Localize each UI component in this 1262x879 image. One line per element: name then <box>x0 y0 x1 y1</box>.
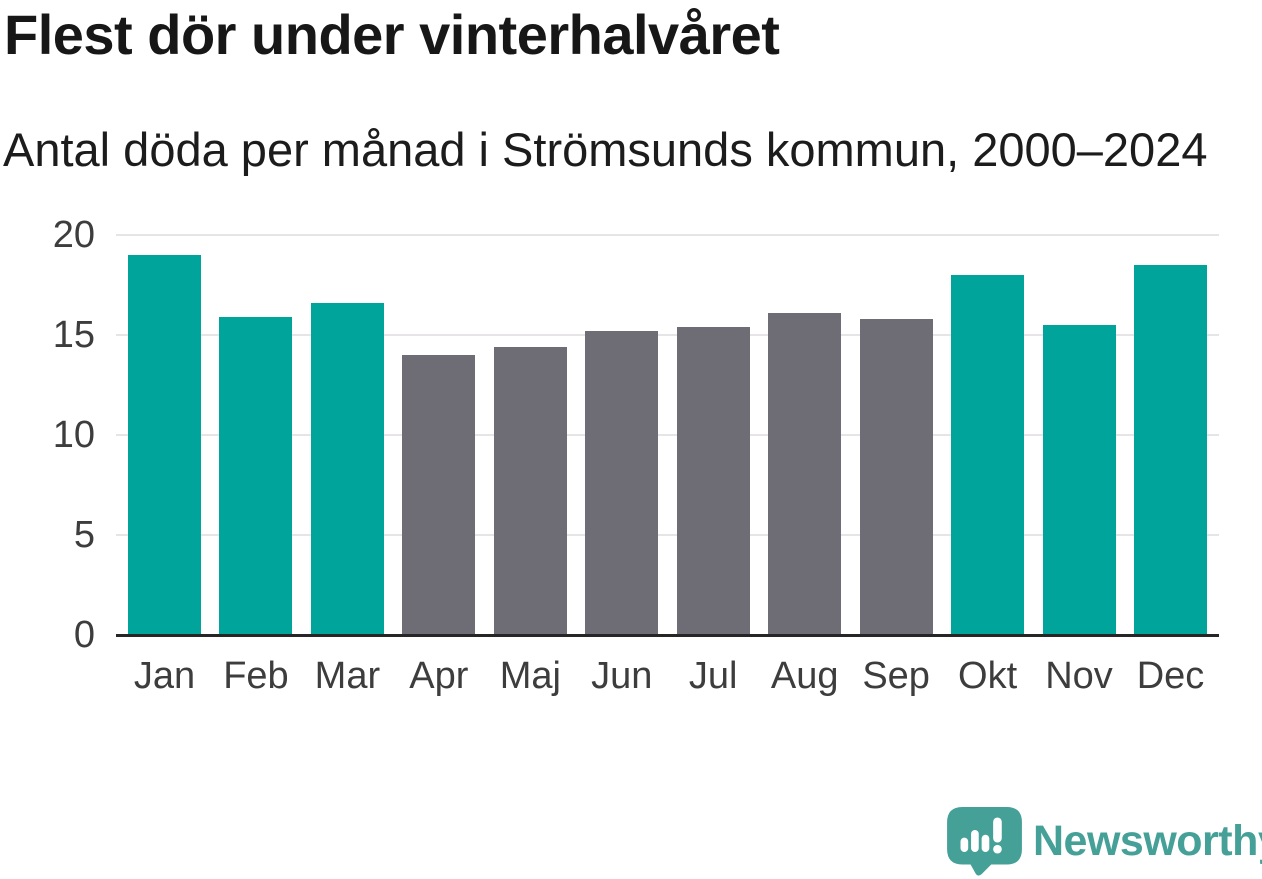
gridline-20 <box>116 234 1219 236</box>
bar-maj <box>493 347 567 635</box>
x-tick-label-aug: Aug <box>770 655 839 697</box>
y-tick-label-10: 10 <box>52 414 95 456</box>
x-tick-label-nov: Nov <box>1045 655 1113 697</box>
chart-title: Flest dör under vinterhalvåret <box>4 3 780 66</box>
x-tick-label-mar: Mar <box>314 655 381 697</box>
bar-mar <box>310 303 384 635</box>
newsworthy-wordmark: Newsworthy <box>1033 817 1262 865</box>
y-tick-label-0: 0 <box>73 614 95 656</box>
y-tick-label-20: 20 <box>52 214 95 256</box>
x-tick-label-jun: Jun <box>591 655 653 697</box>
bar-series <box>116 235 1219 635</box>
x-tick-label-sep: Sep <box>862 655 930 697</box>
x-tick-label-dec: Dec <box>1136 655 1205 697</box>
gridline-10 <box>116 434 1219 436</box>
x-tick-label-jan: Jan <box>133 655 196 697</box>
bar-sep <box>859 319 933 635</box>
newsworthy-logo-icon <box>947 806 1022 876</box>
gridline-5 <box>116 534 1219 536</box>
bar-feb <box>219 317 293 635</box>
x-tick-label-jul: Jul <box>688 655 738 697</box>
newsworthy-logo: Newsworthy <box>946 806 1262 877</box>
y-tick-label-15: 15 <box>52 314 95 356</box>
x-tick-label-maj: Maj <box>499 655 561 697</box>
x-tick-label-apr: Apr <box>409 655 469 697</box>
bar-nov <box>1042 325 1116 635</box>
chart-subtitle: Antal döda per månad i Strömsunds kommun… <box>3 123 1208 176</box>
y-axis: 0 5 10 15 20 <box>0 214 95 656</box>
bar-dec <box>1133 265 1207 635</box>
plot-area <box>116 234 1219 635</box>
bar-jun <box>585 331 659 635</box>
bar-jul <box>676 327 750 635</box>
x-tick-label-feb: Feb <box>223 655 289 697</box>
bar-apr <box>402 355 476 635</box>
gridline-15 <box>116 334 1219 336</box>
y-tick-label-5: 5 <box>73 514 95 556</box>
bar-okt <box>951 275 1025 635</box>
x-axis-line <box>116 634 1219 637</box>
bar-jan <box>128 255 201 635</box>
bar-aug <box>768 313 842 635</box>
x-axis: Jan Feb Mar Apr Maj Jun Jul Aug Sep Okt Nov Dec <box>116 655 1219 698</box>
x-tick-label-okt: Okt <box>958 655 1018 697</box>
